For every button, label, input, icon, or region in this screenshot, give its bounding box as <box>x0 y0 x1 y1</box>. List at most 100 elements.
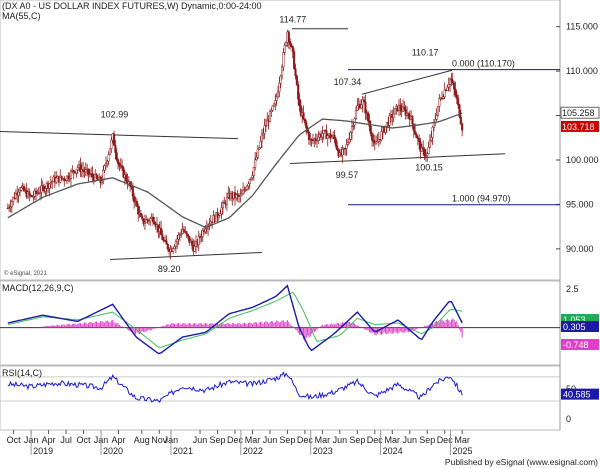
candle-body <box>414 130 417 135</box>
candle-body <box>305 122 308 129</box>
candle-body <box>455 94 458 99</box>
candle-body <box>20 187 23 191</box>
candle-body <box>450 78 453 81</box>
candle-body <box>264 125 267 127</box>
candle-body <box>362 99 366 103</box>
candle-body <box>371 133 374 141</box>
candle-body <box>178 234 181 236</box>
candle-body <box>287 31 290 42</box>
year-label: 2023 <box>313 446 333 456</box>
candle-body <box>330 136 333 139</box>
candle-body <box>182 229 185 232</box>
ma-line <box>7 112 463 228</box>
candle-body <box>272 103 276 107</box>
candle-body <box>67 175 70 180</box>
candle-body <box>263 125 266 134</box>
candle-body <box>236 194 239 196</box>
candle-body <box>322 130 325 134</box>
candle-body <box>447 84 450 88</box>
candle-body <box>290 44 293 47</box>
candle-body <box>247 183 250 187</box>
candle-body <box>411 116 414 125</box>
candle-body <box>458 104 461 118</box>
candle-body <box>87 168 90 175</box>
x-tick-label: Apr <box>111 435 125 445</box>
candle-body <box>454 88 457 96</box>
candle-body <box>205 227 208 230</box>
ma-value-label: 105.258 <box>562 108 595 118</box>
candle-body <box>404 109 407 116</box>
candle-body <box>283 45 286 53</box>
x-tick-label: Dec <box>367 435 384 445</box>
candle-body <box>282 52 285 68</box>
candle-body <box>443 89 446 98</box>
candle-body <box>102 169 105 182</box>
candle-body <box>75 169 78 174</box>
candle-body <box>302 112 305 120</box>
macd-value-label: 1.053 <box>563 315 586 325</box>
candle-body <box>285 42 288 46</box>
candle-body <box>345 144 348 149</box>
candle-body <box>8 207 11 209</box>
candle-body <box>270 109 273 112</box>
candle-body <box>32 196 35 198</box>
candle-body <box>418 138 421 143</box>
candle-body <box>361 99 364 106</box>
candle-body <box>258 147 261 150</box>
candle-body <box>352 125 355 127</box>
candle-body <box>407 112 410 116</box>
candle-body <box>326 135 329 140</box>
footer-text: Published by eSignal (www.esignal.com) <box>445 457 598 467</box>
candle-body <box>250 177 253 180</box>
candle-body <box>459 116 462 125</box>
macd-line <box>7 284 463 355</box>
x-tick-label: Mar <box>245 435 261 445</box>
candle-body <box>449 78 452 85</box>
price-annotation: 99.57 <box>336 170 359 180</box>
candle-body <box>310 138 313 141</box>
candle-body <box>131 186 134 197</box>
candle-body <box>208 223 211 226</box>
candle-body <box>200 236 203 238</box>
candle-body <box>121 165 124 168</box>
candle-body <box>95 174 98 178</box>
candle-body <box>104 163 108 166</box>
candle-body <box>177 234 180 240</box>
candle-body <box>103 165 106 171</box>
price-tick-label: 90.000 <box>566 244 594 254</box>
candle-body <box>341 149 344 156</box>
candle-body <box>307 131 310 140</box>
candle-body <box>51 181 54 183</box>
rising-line-2023 <box>361 69 453 95</box>
candle-body <box>423 149 426 157</box>
macd-value-box <box>561 314 599 325</box>
candle-body <box>115 152 118 160</box>
x-tick-label: Sep <box>349 435 365 445</box>
candle-body <box>244 189 247 191</box>
candle-body <box>204 228 207 233</box>
candle-body <box>106 160 109 164</box>
macd-value-label: 0.305 <box>563 322 586 332</box>
candle-body <box>428 140 431 148</box>
candle-body <box>419 141 422 152</box>
candle-body <box>143 222 146 224</box>
candle-body <box>165 240 168 245</box>
candle-body <box>172 248 175 252</box>
candle-body <box>173 246 176 249</box>
candle-body <box>160 227 163 235</box>
x-tick-label: Jul <box>60 435 72 445</box>
candle-body <box>334 138 337 146</box>
candle-body <box>399 104 402 110</box>
candle-body <box>442 96 445 99</box>
candle-body <box>368 120 371 127</box>
candle-body <box>49 182 52 185</box>
candle-body <box>110 139 113 149</box>
candle-body <box>137 206 140 215</box>
candle-body <box>139 213 142 217</box>
candle-body <box>239 195 242 197</box>
candle-body <box>122 167 125 178</box>
candle-body <box>100 180 103 184</box>
price-value-box <box>561 120 599 132</box>
x-tick-label: Aug <box>134 435 150 445</box>
